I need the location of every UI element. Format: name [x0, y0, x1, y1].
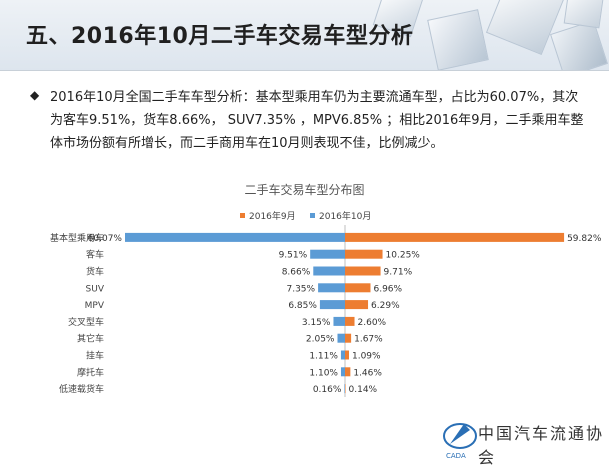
legend-label: 2016年9月 [249, 210, 296, 222]
association-logo-icon: CADA [443, 423, 477, 460]
logo-text: 中国汽车流通协会 [478, 424, 605, 467]
bar-2016-09 [345, 350, 349, 360]
value-label-2016-09: 1.67% [354, 335, 383, 345]
value-label-2016-09: 0.14% [349, 385, 378, 395]
legend-swatch [240, 213, 245, 218]
category-label: 其它车 [77, 333, 104, 345]
bar-2016-09 [345, 333, 352, 343]
diamond-icon: ◆ [30, 88, 40, 102]
bar-2016-09 [345, 316, 355, 326]
value-label-2016-09: 6.29% [371, 301, 400, 311]
value-label-2016-09: 10.25% [386, 251, 421, 261]
value-label-2016-09: 1.09% [352, 352, 381, 362]
bar-2016-09 [345, 384, 346, 394]
value-label-2016-09: 1.46% [353, 368, 382, 378]
value-label-2016-09: 59.82% [567, 234, 602, 244]
value-label-2016-10: 0.16% [313, 385, 342, 395]
category-label: 交叉型车 [68, 316, 104, 328]
decorative-cube [563, 0, 605, 29]
value-label-2016-10: 6.85% [288, 301, 317, 311]
bar-2016-09 [345, 367, 351, 377]
slide-header: 五、2016年10月二手车交易车型分析 [0, 0, 609, 70]
header-divider [0, 70, 609, 71]
value-label-2016-10: 1.10% [309, 368, 338, 378]
bar-2016-09 [345, 232, 565, 242]
value-label-2016-10: 1.11% [309, 352, 338, 362]
logo-caption: CADA [446, 452, 466, 460]
chart-title: 二手车交易车型分布图 [244, 183, 365, 197]
bar-2016-10 [340, 367, 345, 377]
page-title: 五、2016年10月二手车交易车型分析 [26, 24, 414, 49]
category-label: MPV [85, 301, 105, 311]
value-label-2016-10: 8.66% [282, 268, 311, 278]
bar-2016-10 [319, 300, 345, 310]
category-label: 摩托车 [77, 366, 104, 378]
bar-2016-09 [345, 249, 383, 259]
legend-swatch [310, 213, 315, 218]
category-label: 低速载货车 [59, 383, 104, 395]
category-label: 基本型乘用车 [50, 232, 104, 244]
bar-2016-09 [345, 283, 371, 293]
bar-2016-10 [125, 232, 345, 242]
bar-2016-10 [333, 316, 345, 326]
value-label-2016-10: 7.35% [286, 284, 315, 294]
bar-2016-10 [318, 283, 345, 293]
bar-2016-10 [310, 249, 345, 259]
bar-2016-10 [337, 333, 345, 343]
value-label-2016-10: 3.15% [302, 318, 331, 328]
category-label: SUV [86, 284, 105, 294]
bar-2016-09 [345, 266, 381, 276]
value-label-2016-10: 60.07% [88, 234, 123, 244]
value-label-2016-09: 9.71% [384, 268, 413, 278]
bar-2016-10 [313, 266, 345, 276]
decorative-cube [485, 0, 565, 56]
value-label-2016-10: 2.05% [306, 335, 335, 345]
bar-2016-10 [340, 350, 345, 360]
legend-label: 2016年10月 [319, 210, 371, 222]
summary-paragraph: 2016年10月全国二手车车型分析：基本型乘用车仍为主要流通车型，占比为60.0… [50, 90, 584, 151]
bar-2016-10 [344, 384, 345, 394]
category-label: 客车 [86, 249, 104, 261]
value-label-2016-09: 6.96% [373, 284, 402, 294]
value-label-2016-10: 9.51% [279, 251, 308, 261]
value-label-2016-09: 2.60% [358, 318, 387, 328]
decorative-cube [427, 9, 489, 70]
category-label: 货车 [86, 266, 104, 278]
bar-2016-09 [345, 300, 369, 310]
category-label: 挂车 [86, 350, 104, 362]
